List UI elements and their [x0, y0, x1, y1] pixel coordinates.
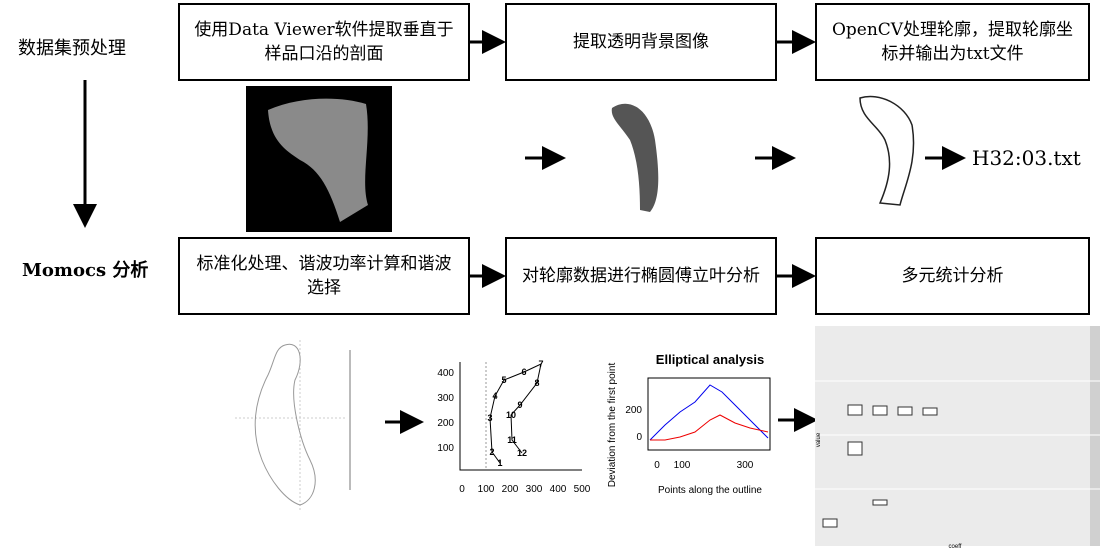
y-tick-label: 400 [437, 368, 454, 379]
point-label: 8 [534, 378, 539, 388]
y-axis-label: value [816, 432, 822, 447]
arrows [73, 30, 966, 434]
normalized-outline [235, 340, 351, 510]
x-tick-label: 400 [550, 484, 567, 495]
x-tick-label: 100 [674, 460, 691, 471]
y-tick-label: 200 [625, 405, 642, 416]
point-label: 12 [517, 448, 527, 458]
x-tick-label: 300 [526, 484, 543, 495]
point-label: 11 [507, 435, 517, 445]
contour-image [859, 95, 915, 206]
plot-title: Elliptical analysis [656, 352, 764, 367]
ct-slice [246, 86, 392, 232]
x-tick-label: 0 [459, 484, 465, 495]
x-tick-label: 0 [654, 460, 660, 471]
step-box: 标准化处理、谐波功率计算和谐波选择 [178, 237, 470, 315]
x-axis-label: coeff [949, 544, 962, 550]
point-label: 10 [506, 410, 516, 420]
point-label: 6 [521, 367, 526, 377]
outline-plot [459, 362, 582, 471]
stage-label: Momocs 分析 [22, 260, 149, 281]
step-box: OpenCV处理轮廓，提取轮廓坐标并输出为txt文件 [815, 3, 1090, 81]
point-label: 2 [489, 447, 494, 457]
step-box: 多元统计分析 [815, 237, 1090, 315]
x-tick-label: 100 [478, 484, 495, 495]
x-axis-label: Points along the outline [658, 485, 762, 496]
point-label: 4 [492, 391, 497, 401]
boxplot [815, 326, 1100, 546]
y-tick-label: 0 [636, 432, 642, 443]
transparent-image [611, 103, 659, 212]
point-label: 9 [517, 400, 522, 410]
y-tick-label: 200 [437, 418, 454, 429]
step-box: 提取透明背景图像 [505, 3, 777, 81]
output-file: H32:03.txt [972, 146, 1081, 170]
point-label: 5 [501, 375, 506, 385]
y-axis-label: Deviation from the first point [607, 363, 618, 488]
step-box: 对轮廓数据进行椭圆傅立叶分析 [505, 237, 777, 315]
stage-label: 数据集预处理 [18, 38, 126, 59]
point-label: 7 [538, 359, 543, 369]
point-label: 1 [497, 458, 502, 468]
x-tick-label: 500 [574, 484, 591, 495]
y-tick-label: 100 [437, 443, 454, 454]
step-box: 使用Data Viewer软件提取垂直于样品口沿的剖面 [178, 3, 470, 81]
point-label: 3 [487, 413, 492, 423]
elliptical-plot [647, 377, 771, 451]
x-tick-label: 200 [502, 484, 519, 495]
y-tick-label: 300 [437, 393, 454, 404]
x-tick-label: 300 [737, 460, 754, 471]
